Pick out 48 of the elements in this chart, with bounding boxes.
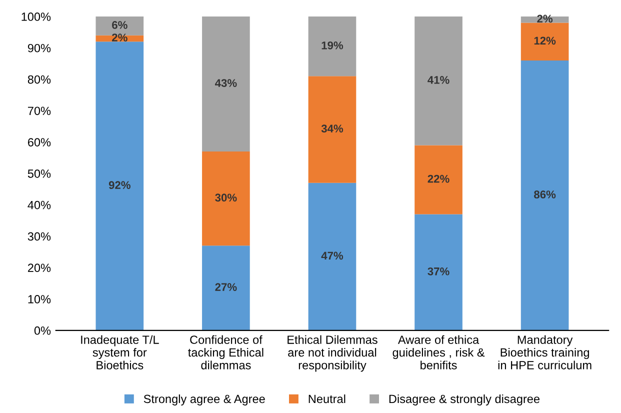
bar xyxy=(96,16,144,36)
data-label: 2% xyxy=(112,34,128,42)
data-label: 19% xyxy=(322,41,344,50)
y-tick-label: 60% xyxy=(28,138,51,146)
bar xyxy=(308,16,356,76)
bar xyxy=(520,60,569,330)
y-tick-label: 0% xyxy=(34,326,51,335)
bar xyxy=(308,182,356,330)
data-label: 86% xyxy=(534,190,556,198)
data-label: 92% xyxy=(108,181,130,189)
y-tick-label: 70% xyxy=(28,106,51,116)
bar xyxy=(414,16,462,146)
data-label: 6% xyxy=(112,21,128,29)
data-label: 34% xyxy=(321,124,344,133)
data-label: 2% xyxy=(537,14,553,23)
data-label: 22% xyxy=(428,174,450,183)
y-tick-label: 80% xyxy=(28,75,51,84)
y-tick-label: 30% xyxy=(28,232,51,241)
legend-label: Disagree & strongly disagree xyxy=(389,394,540,406)
y-tick-label: 90% xyxy=(28,44,51,52)
data-label: 30% xyxy=(215,194,237,202)
y-tick-label: 40% xyxy=(28,200,51,210)
x-tick-label: Mandatory Bioethics training in HPE curriculum xyxy=(498,335,592,370)
data-label: 47% xyxy=(321,252,344,260)
data-label: 27% xyxy=(215,283,237,291)
bar xyxy=(414,145,462,214)
x-tick-label: Inadequate T/L system for Bioethics xyxy=(81,335,159,370)
legend-label: Neutral xyxy=(308,394,346,404)
data-label: 41% xyxy=(428,76,450,84)
y-tick-label: 50% xyxy=(28,169,51,178)
legend-label: Strongly agree & Agree xyxy=(144,394,265,406)
bar xyxy=(202,16,250,152)
data-label: 12% xyxy=(534,36,556,45)
y-tick-label: 20% xyxy=(28,264,51,272)
x-tick-label: Aware of ethica guidelines , risk & benifits xyxy=(392,335,485,370)
x-tick-label: Confidence of tacking Ethical dilemmas xyxy=(188,335,264,370)
x-tick-label: Ethical Dilemmas are not individual responsibility xyxy=(288,335,378,372)
bar xyxy=(96,42,144,330)
y-tick-label: 10% xyxy=(28,295,51,304)
bar xyxy=(308,76,356,183)
data-label: 37% xyxy=(428,267,450,276)
bar xyxy=(520,22,569,60)
bar xyxy=(202,151,250,246)
data-label: 43% xyxy=(215,79,237,87)
bar xyxy=(520,16,569,23)
y-tick-label: 100% xyxy=(22,12,51,21)
bar xyxy=(202,246,250,330)
bar xyxy=(414,214,462,330)
